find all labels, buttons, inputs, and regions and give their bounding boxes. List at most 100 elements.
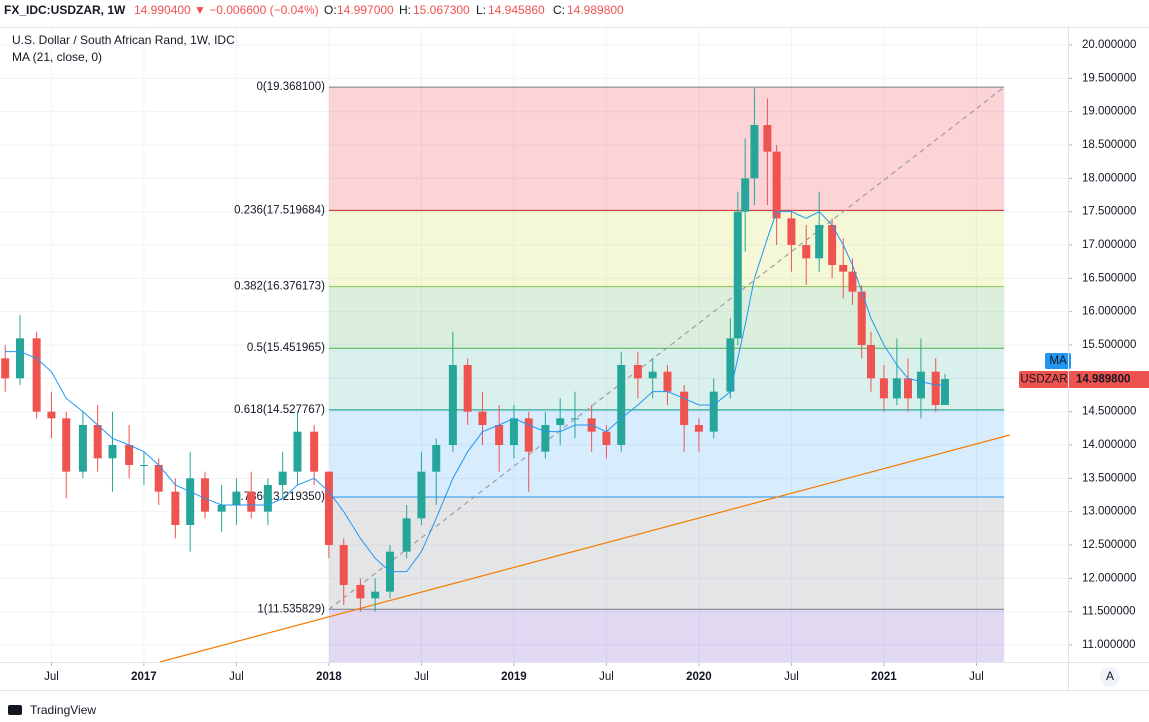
fib-label: 0.382(16.376173) <box>234 281 325 293</box>
ma-price-tag-label: MA <box>1049 355 1067 367</box>
candle-body <box>570 418 579 420</box>
candle-body <box>680 391 689 425</box>
y-tick-label: 17.000000 <box>1082 239 1136 251</box>
c-key: C: <box>553 3 565 17</box>
y-tick-label: 11.000000 <box>1082 639 1136 651</box>
candle-body <box>47 411 56 419</box>
y-tick-label: 14.000000 <box>1082 439 1136 451</box>
candle-body <box>478 411 487 425</box>
y-tick-label: 20.000000 <box>1082 39 1136 51</box>
plot-area <box>0 28 1068 662</box>
candle-body <box>278 471 287 485</box>
candle-body <box>663 371 672 392</box>
last: 14.990400 <box>134 3 191 17</box>
y-tick-label: 15.500000 <box>1082 339 1136 351</box>
fib-band <box>328 497 1005 610</box>
y-tick-label: 13.000000 <box>1082 506 1136 518</box>
auto-scale-label[interactable]: A <box>1106 669 1114 683</box>
last-price-tag-label: 14.989800 <box>1076 374 1130 386</box>
candle-body <box>787 218 796 245</box>
candle-body <box>857 291 866 345</box>
y-tick-label: 12.500000 <box>1082 539 1136 551</box>
candle-body <box>93 425 102 459</box>
candle-body <box>217 505 226 512</box>
x-tick-label: 2020 <box>686 671 712 683</box>
x-tick-label: Jul <box>414 671 429 683</box>
o: 14.997000 <box>337 3 394 17</box>
candle-body <box>648 371 657 379</box>
y-tick-label: 16.000000 <box>1082 306 1136 318</box>
x-tick-label: 2019 <box>501 671 527 683</box>
candle-body <box>125 445 134 465</box>
candle-body <box>15 338 24 379</box>
candle-body <box>931 371 940 405</box>
candle-body <box>763 125 772 152</box>
candle-body <box>339 545 348 585</box>
candle-body <box>509 418 518 445</box>
candle-body <box>916 371 925 399</box>
x-tick-label: 2017 <box>131 671 157 683</box>
candle-body <box>186 478 195 525</box>
y-tick-label: 19.000000 <box>1082 106 1136 118</box>
trend-line <box>328 86 1005 610</box>
fib-band <box>328 87 1005 211</box>
y-tick-label: 17.500000 <box>1082 206 1136 218</box>
candle-body <box>839 265 848 272</box>
candle-body <box>617 365 626 445</box>
candle-body <box>263 485 272 512</box>
fib-label: 0.5(15.451965) <box>247 342 325 354</box>
h: 15.067300 <box>413 3 470 17</box>
candle-body <box>903 378 912 399</box>
candle-body <box>694 425 703 432</box>
x-tick-label: Jul <box>229 671 244 683</box>
change: ▼ −0.006600 (−0.04%) <box>194 3 319 17</box>
fib-band <box>328 609 1005 662</box>
header: FX_IDC:USDZAR, 1W 14.990400 ▼ −0.006600 … <box>4 3 624 17</box>
x-tick-label: 2018 <box>316 671 342 683</box>
plot-marks: 0(19.368100) 0.236(17.519684) 0.382(16.376… <box>1 81 1010 662</box>
c: 14.989800 <box>567 3 624 17</box>
candle-body <box>879 378 888 399</box>
ma-legend: MA (21, close, 0) <box>12 50 102 64</box>
x-tick-label: Jul <box>44 671 59 683</box>
candle-body <box>171 491 180 525</box>
candle-body <box>32 338 41 412</box>
ma-price-tag <box>1045 353 1071 370</box>
symbol-tag <box>1019 371 1069 389</box>
candle-body <box>602 431 611 445</box>
candle-body <box>733 211 742 339</box>
candle-body <box>815 225 824 259</box>
candle-body <box>108 445 117 459</box>
candle-body <box>200 478 209 512</box>
candle-body <box>866 345 875 379</box>
fib-label: 0.618(14.527767) <box>234 404 325 416</box>
fib-label: 0(19.368100) <box>257 81 326 93</box>
candle-body <box>709 391 718 432</box>
y-tick-label: 18.000000 <box>1082 172 1136 184</box>
y-tick-label: 13.500000 <box>1082 472 1136 484</box>
ma-line <box>5 211 945 573</box>
y-tick-label: 14.500000 <box>1082 406 1136 418</box>
last-price-tag <box>1069 371 1149 389</box>
candle-body <box>371 591 380 599</box>
candle-body <box>62 418 71 472</box>
fib-band <box>328 210 1005 287</box>
y-tick-label: 16.500000 <box>1082 272 1136 284</box>
candle-body <box>139 465 148 466</box>
y-tick-label: 11.500000 <box>1082 606 1136 618</box>
y-tick-label: 19.500000 <box>1082 72 1136 84</box>
auto-scale-button[interactable] <box>1100 667 1120 687</box>
candle-body <box>417 471 426 519</box>
candle-body <box>432 445 441 472</box>
candle-body <box>232 491 241 505</box>
l: 14.945860 <box>488 3 545 17</box>
candle-body <box>726 338 735 392</box>
candle-body <box>310 431 319 472</box>
x-tick-label: 2021 <box>871 671 897 683</box>
symbol-tag-label: USDZAR <box>1020 374 1067 386</box>
candle-body <box>495 425 504 445</box>
candle-body <box>848 271 857 292</box>
y-tick-label: 18.500000 <box>1082 139 1136 151</box>
